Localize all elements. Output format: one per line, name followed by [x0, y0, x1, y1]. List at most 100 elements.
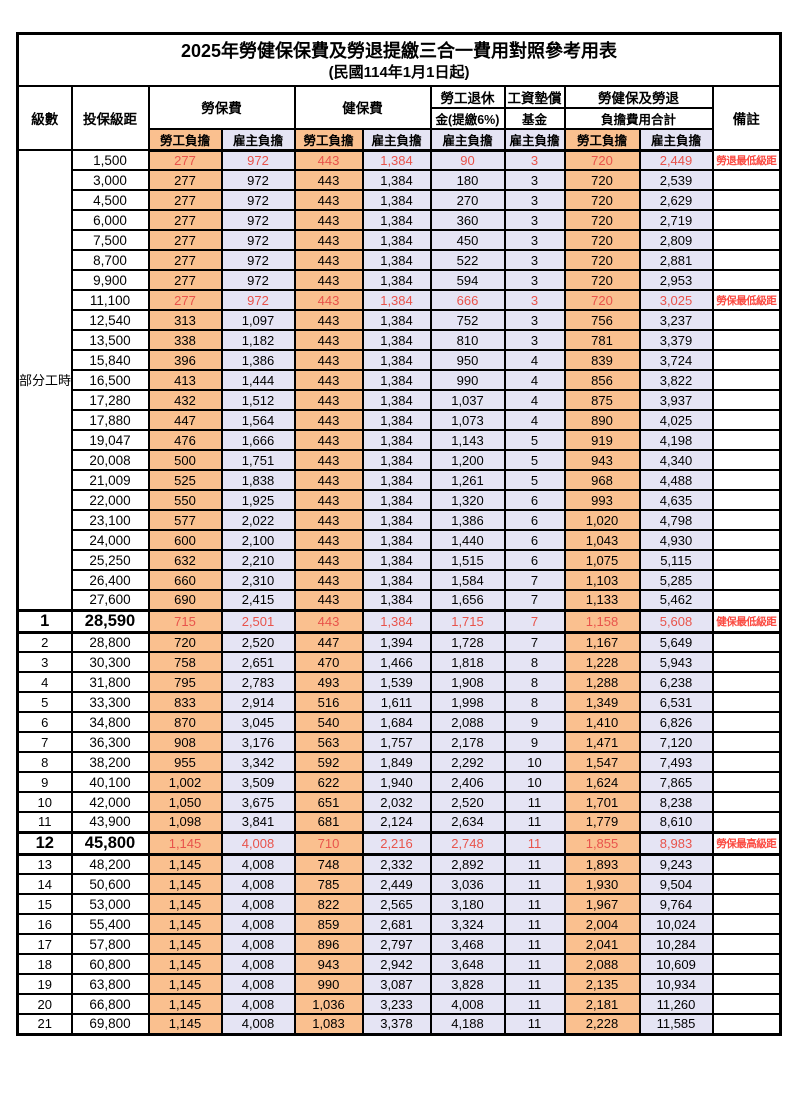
remark-cell: 勞保最高級距	[711, 830, 782, 856]
labor-fee-employee-cell: 550	[147, 489, 223, 511]
table-row: 3,000 277 972 443 1,384 180 3 720 2,539	[18, 169, 782, 191]
wage-fund-employer-cell: 5	[503, 429, 566, 451]
pension-employer-cell: 2,406	[429, 771, 506, 793]
total-employer-cell: 4,930	[638, 529, 714, 551]
total-employer-cell: 2,719	[638, 209, 714, 231]
remark-cell	[711, 509, 782, 531]
labor-fee-employee-cell: 277	[147, 149, 223, 171]
total-employee-cell: 1,167	[563, 631, 641, 653]
labor-fee-employer-cell: 972	[220, 289, 296, 311]
bracket-cell: 27,600	[70, 589, 150, 611]
pension-employer-cell: 2,634	[429, 811, 506, 833]
remark-cell	[711, 349, 782, 371]
health-fee-employer-cell: 1,384	[361, 269, 432, 291]
table-row: 16 55,400 1,145 4,008 859 2,681 3,324 11 2,004 10…	[16, 913, 782, 935]
bracket-cell: 12,540	[70, 309, 150, 331]
total-employee-cell: 720	[563, 209, 641, 231]
bracket-cell: 40,100	[70, 771, 150, 793]
subheader-pension-employer: 雇主負擔	[429, 127, 506, 152]
total-employer-cell: 2,629	[638, 189, 714, 211]
bracket-cell: 25,250	[70, 549, 150, 571]
bracket-cell: 22,000	[70, 489, 150, 511]
header-wage-fund-line2: 基金	[503, 106, 566, 130]
table-row: 18 60,800 1,145 4,008 943 2,942 3,648 11 2,088 10…	[16, 953, 782, 975]
wage-fund-employer-cell: 9	[503, 731, 566, 753]
health-fee-employee-cell: 1,036	[293, 993, 364, 1015]
health-fee-employee-cell: 443	[293, 329, 364, 351]
total-employer-cell: 6,826	[638, 711, 714, 733]
total-employer-cell: 3,822	[638, 369, 714, 391]
table-row: 9,900 277 972 443 1,384 594 3 720 2,953	[18, 269, 782, 291]
labor-fee-employee-cell: 338	[147, 329, 223, 351]
labor-fee-employer-cell: 2,501	[220, 608, 296, 634]
total-employee-cell: 756	[563, 309, 641, 331]
total-employer-cell: 4,340	[638, 449, 714, 471]
health-fee-employer-cell: 1,384	[361, 249, 432, 271]
labor-fee-employee-cell: 1,145	[147, 913, 223, 935]
bracket-cell: 50,600	[70, 873, 150, 895]
labor-fee-employee-cell: 1,145	[147, 853, 223, 875]
remark-cell	[711, 913, 782, 935]
level-cell: 8	[16, 751, 73, 773]
total-employee-cell: 2,228	[563, 1013, 641, 1035]
wage-fund-employer-cell: 11	[503, 791, 566, 813]
pension-employer-cell: 1,715	[429, 608, 506, 634]
table-row: 2 28,800 720 2,520 447 1,394 1,728 7 1,167 5,649	[16, 631, 782, 653]
remark-cell	[711, 329, 782, 351]
labor-fee-employer-cell: 4,008	[220, 993, 296, 1015]
pension-employer-cell: 1,386	[429, 509, 506, 531]
pension-employer-cell: 4,008	[429, 993, 506, 1015]
health-fee-employee-cell: 443	[293, 589, 364, 611]
labor-fee-employer-cell: 4,008	[220, 973, 296, 995]
remark-cell	[711, 309, 782, 331]
table-row: 20,008 500 1,751 443 1,384 1,200 5 943 4,340	[18, 449, 782, 471]
wage-fund-employer-cell: 3	[503, 149, 566, 171]
level-cell: 3	[16, 651, 73, 673]
subheader-total-employer: 雇主負擔	[638, 127, 714, 152]
table-title-cell: 2025年勞健保保費及勞退提繳三合一費用對照參考用表 (民國114年1月1日起)	[16, 32, 782, 87]
table-row: 15 53,000 1,145 4,008 822 2,565 3,180 11 1,967 9,…	[16, 893, 782, 915]
health-fee-employer-cell: 1,757	[361, 731, 432, 753]
bracket-cell: 11,100	[70, 289, 150, 311]
subheader-health-employee: 勞工負擔	[293, 127, 364, 152]
level-cell: 15	[16, 893, 73, 915]
level-cell: 7	[16, 731, 73, 753]
total-employer-cell: 2,539	[638, 169, 714, 191]
total-employer-cell: 7,120	[638, 731, 714, 753]
table-row: 1 28,590 715 2,501 443 1,384 1,715 7 1,158 5,608 健…	[16, 608, 782, 634]
header-remark: 備註	[711, 84, 782, 151]
table-row: 8 38,200 955 3,342 592 1,849 2,292 10 1,547 7,493	[16, 751, 782, 773]
total-employee-cell: 720	[563, 149, 641, 171]
health-fee-employer-cell: 1,384	[361, 429, 432, 451]
wage-fund-employer-cell: 5	[503, 449, 566, 471]
table-row: 4 31,800 795 2,783 493 1,539 1,908 8 1,288 6,238	[16, 671, 782, 693]
remark-cell	[711, 389, 782, 411]
bracket-cell: 6,000	[70, 209, 150, 231]
remark-cell	[711, 269, 782, 291]
total-employee-cell: 839	[563, 349, 641, 371]
health-fee-employer-cell: 1,539	[361, 671, 432, 693]
total-employer-cell: 6,238	[638, 671, 714, 693]
level-cell: 17	[16, 933, 73, 955]
table-row: 9 40,100 1,002 3,509 622 1,940 2,406 10 1,624 7,8…	[16, 771, 782, 793]
wage-fund-employer-cell: 11	[503, 913, 566, 935]
health-fee-employee-cell: 443	[293, 529, 364, 551]
pension-employer-cell: 1,073	[429, 409, 506, 431]
labor-fee-employee-cell: 277	[147, 249, 223, 271]
table-row: 11 43,900 1,098 3,841 681 2,124 2,634 11 1,779 8,…	[16, 811, 782, 833]
labor-fee-employer-cell: 3,675	[220, 791, 296, 813]
health-fee-employer-cell: 1,849	[361, 751, 432, 773]
pension-employer-cell: 3,648	[429, 953, 506, 975]
health-fee-employee-cell: 443	[293, 509, 364, 531]
wage-fund-employer-cell: 4	[503, 409, 566, 431]
total-employer-cell: 8,238	[638, 791, 714, 813]
total-employer-cell: 3,237	[638, 309, 714, 331]
wage-fund-employer-cell: 7	[503, 608, 566, 634]
total-employer-cell: 5,649	[638, 631, 714, 653]
remark-cell	[711, 469, 782, 491]
table-row: 17 57,800 1,145 4,008 896 2,797 3,468 11 2,041 10…	[16, 933, 782, 955]
labor-fee-employer-cell: 2,100	[220, 529, 296, 551]
pension-employer-cell: 180	[429, 169, 506, 191]
labor-fee-employee-cell: 277	[147, 169, 223, 191]
health-fee-employee-cell: 443	[293, 608, 364, 634]
